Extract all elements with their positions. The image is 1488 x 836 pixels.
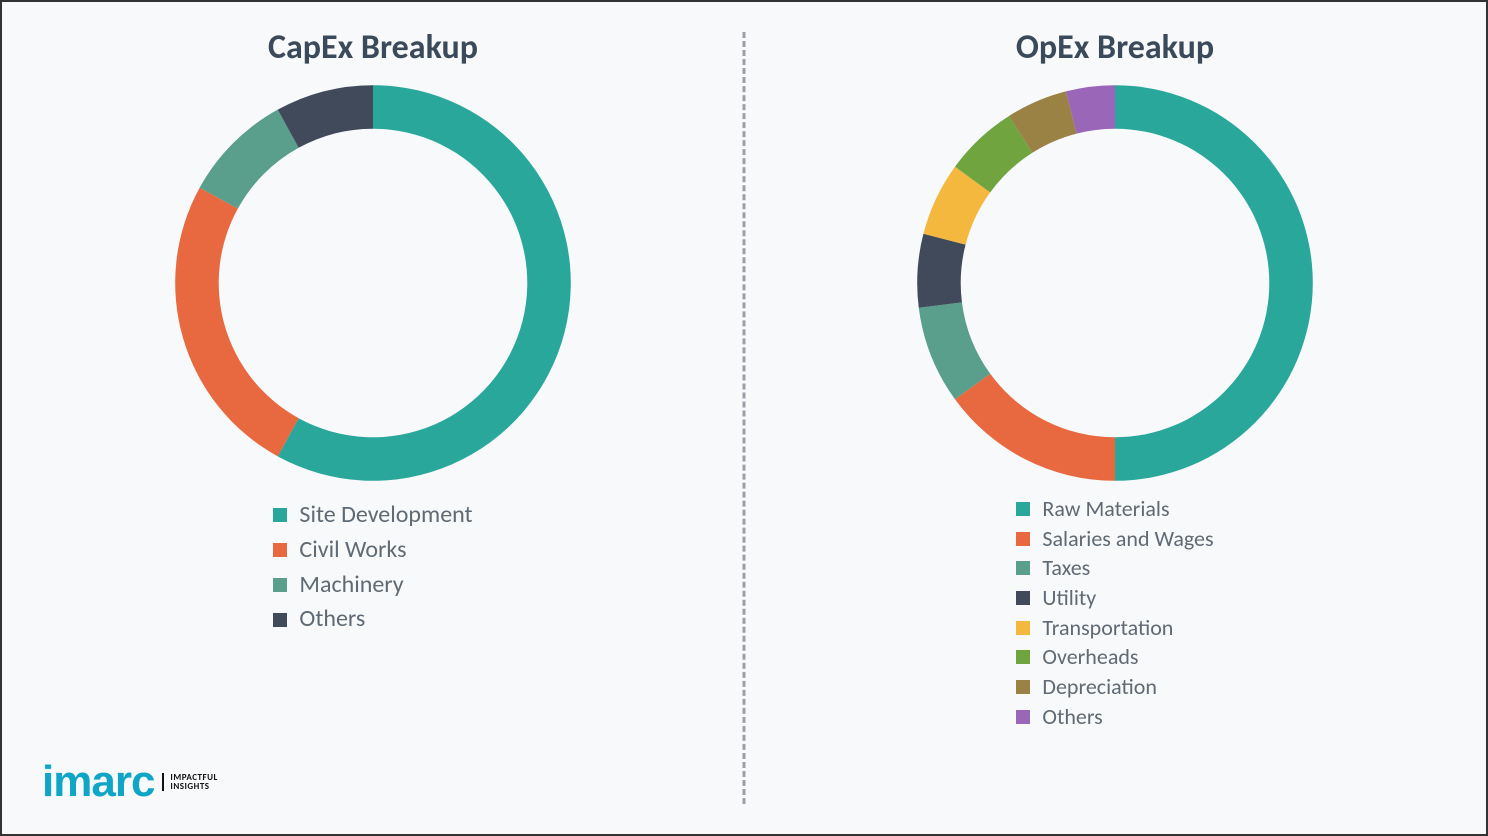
legend-swatch bbox=[273, 543, 287, 557]
legend-item: Utility bbox=[1016, 583, 1213, 613]
legend-swatch bbox=[1016, 650, 1030, 664]
brand-tagline-line2: INSIGHTS bbox=[170, 781, 209, 792]
brand-logo-text: imarc bbox=[42, 760, 154, 804]
legend-label: Site Development bbox=[299, 498, 472, 533]
legend-label: Utility bbox=[1042, 583, 1096, 613]
capex-legend: Site DevelopmentCivil WorksMachineryOthe… bbox=[273, 498, 472, 637]
legend-item: Raw Materials bbox=[1016, 494, 1213, 524]
legend-item: Depreciation bbox=[1016, 672, 1213, 702]
legend-item: Machinery bbox=[273, 568, 472, 603]
chart-container: CapEx Breakup Site DevelopmentCivil Work… bbox=[2, 2, 1486, 834]
legend-label: Raw Materials bbox=[1042, 494, 1169, 524]
legend-item: Taxes bbox=[1016, 553, 1213, 583]
legend-swatch bbox=[1016, 532, 1030, 546]
legend-item: Salaries and Wages bbox=[1016, 524, 1213, 554]
legend-label: Salaries and Wages bbox=[1042, 524, 1213, 554]
legend-label: Others bbox=[1042, 702, 1102, 732]
opex-legend: Raw MaterialsSalaries and WagesTaxesUtil… bbox=[1016, 494, 1213, 732]
opex-panel: OpEx Breakup Raw MaterialsSalaries and W… bbox=[744, 2, 1486, 834]
capex-donut-chart bbox=[158, 68, 588, 498]
legend-swatch bbox=[1016, 680, 1030, 694]
legend-label: Others bbox=[299, 602, 365, 637]
legend-label: Depreciation bbox=[1042, 672, 1156, 702]
legend-item: Others bbox=[1016, 702, 1213, 732]
donut-slice bbox=[200, 110, 299, 209]
donut-slice bbox=[955, 374, 1115, 481]
capex-panel: CapEx Breakup Site DevelopmentCivil Work… bbox=[2, 2, 744, 834]
brand-logo: imarc IMPACTFUL INSIGHTS bbox=[42, 760, 218, 804]
legend-swatch bbox=[1016, 710, 1030, 724]
legend-item: Site Development bbox=[273, 498, 472, 533]
capex-title: CapEx Breakup bbox=[32, 27, 714, 68]
legend-label: Machinery bbox=[299, 568, 403, 603]
legend-swatch bbox=[273, 578, 287, 592]
legend-label: Taxes bbox=[1042, 553, 1090, 583]
opex-donut-chart bbox=[900, 68, 1330, 498]
legend-item: Others bbox=[273, 602, 472, 637]
legend-label: Transportation bbox=[1042, 613, 1173, 643]
legend-swatch bbox=[1016, 591, 1030, 605]
donut-slice bbox=[917, 234, 965, 308]
legend-swatch bbox=[273, 508, 287, 522]
legend-swatch bbox=[1016, 621, 1030, 635]
donut-slice bbox=[175, 188, 298, 457]
legend-label: Overheads bbox=[1042, 642, 1138, 672]
donut-slice bbox=[278, 85, 571, 481]
legend-item: Civil Works bbox=[273, 533, 472, 568]
legend-item: Transportation bbox=[1016, 613, 1213, 643]
opex-chart-area bbox=[774, 68, 1456, 498]
legend-item: Overheads bbox=[1016, 642, 1213, 672]
legend-swatch bbox=[1016, 561, 1030, 575]
legend-label: Civil Works bbox=[299, 533, 406, 568]
legend-swatch bbox=[273, 613, 287, 627]
donut-slice bbox=[1115, 85, 1313, 481]
legend-swatch bbox=[1016, 502, 1030, 516]
opex-title: OpEx Breakup bbox=[774, 27, 1456, 68]
capex-chart-area bbox=[32, 68, 714, 498]
brand-logo-tagline: IMPACTFUL INSIGHTS bbox=[162, 773, 217, 791]
